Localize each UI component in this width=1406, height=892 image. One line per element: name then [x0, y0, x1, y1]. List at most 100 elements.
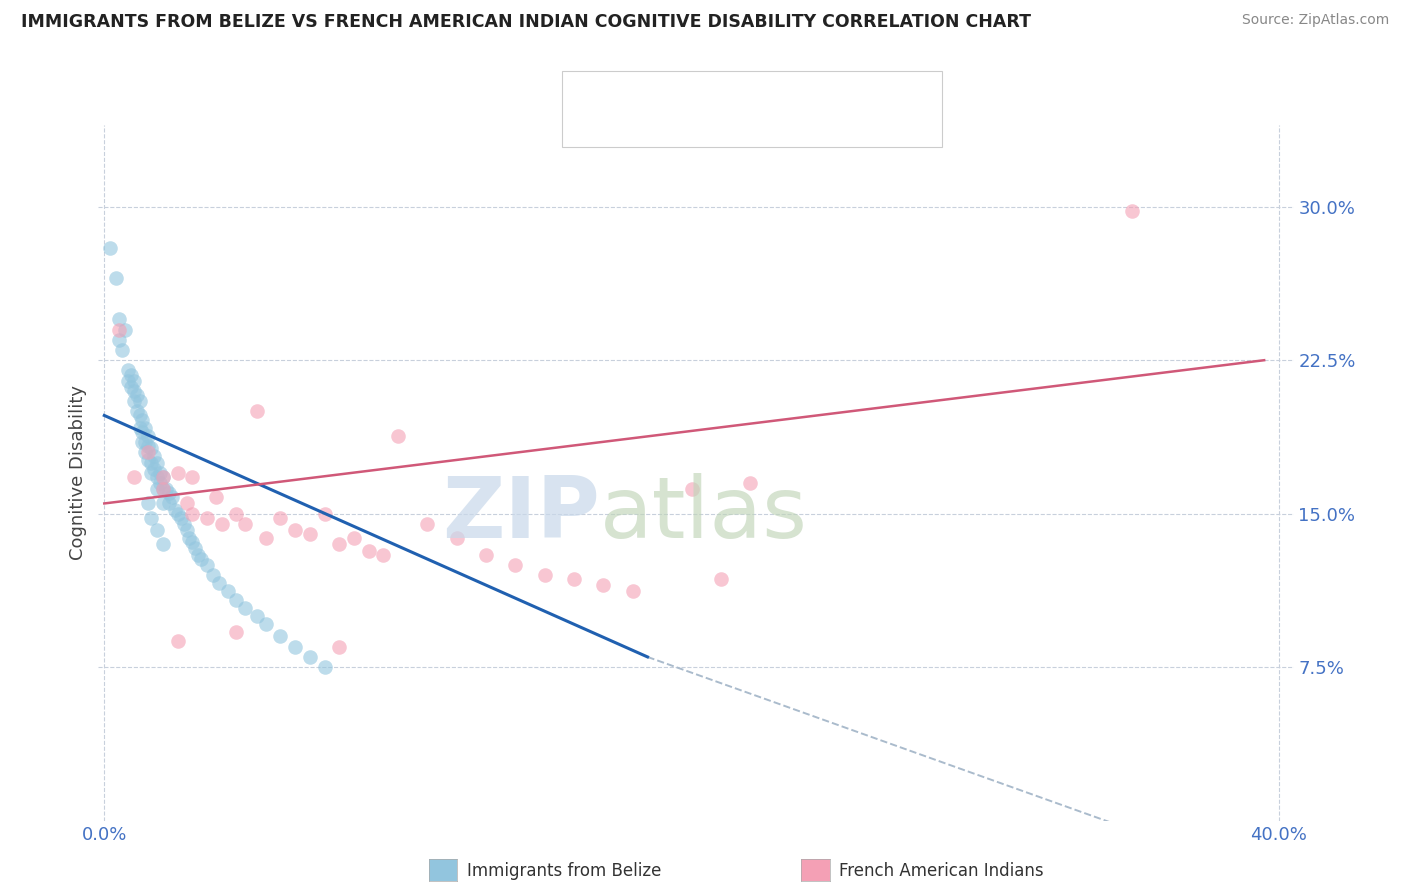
Point [143, 450, 166, 464]
Point [149, 475, 172, 490]
Point [357, 543, 380, 558]
Point [181, 535, 204, 549]
Text: 0.265: 0.265 [657, 119, 720, 136]
Text: -0.425: -0.425 [657, 87, 721, 105]
Text: N =: N = [727, 87, 779, 105]
Point [176, 496, 198, 510]
Point [195, 510, 218, 524]
Point [246, 404, 269, 418]
Point [592, 578, 614, 592]
Text: R =: R = [614, 87, 654, 105]
Point [284, 640, 307, 654]
Point [122, 384, 145, 398]
Point [163, 502, 186, 516]
Point [120, 380, 142, 394]
Point [184, 541, 207, 556]
Point [117, 363, 139, 377]
Point [134, 435, 156, 450]
Point [166, 633, 188, 648]
Point [328, 640, 350, 654]
Point [269, 630, 291, 644]
Point [416, 516, 439, 531]
Point [740, 475, 762, 490]
Text: N =: N = [727, 119, 779, 136]
Point [160, 491, 183, 505]
Point [533, 568, 555, 582]
Point [108, 312, 131, 326]
Point [314, 660, 336, 674]
Point [108, 322, 131, 336]
Point [446, 531, 468, 545]
Point [217, 584, 239, 599]
Point [233, 516, 256, 531]
Point [710, 572, 733, 586]
Point [157, 486, 180, 500]
Point [138, 496, 160, 510]
Point [225, 625, 247, 640]
Point [284, 523, 307, 537]
Point [246, 609, 269, 624]
Point [131, 435, 153, 450]
Point [128, 421, 150, 435]
Point [211, 516, 233, 531]
Point [146, 470, 169, 484]
Point [138, 445, 160, 459]
Point [141, 466, 163, 480]
Point [134, 445, 156, 459]
Text: ZIP: ZIP [443, 473, 600, 556]
Point [205, 491, 228, 505]
Text: atlas: atlas [600, 473, 808, 556]
Point [152, 482, 174, 496]
Point [298, 527, 321, 541]
Point [114, 322, 136, 336]
Text: Immigrants from Belize: Immigrants from Belize [467, 862, 661, 880]
Point [125, 388, 148, 402]
Point [125, 404, 148, 418]
Point [134, 421, 156, 435]
Point [181, 470, 204, 484]
Point [166, 507, 188, 521]
Point [176, 523, 198, 537]
Point [387, 429, 409, 443]
Point [314, 507, 336, 521]
Point [152, 470, 174, 484]
Point [187, 548, 209, 562]
Point [141, 441, 163, 455]
Point [152, 470, 174, 484]
Point [173, 516, 195, 531]
Point [201, 568, 224, 582]
Point [169, 510, 191, 524]
Point [621, 584, 644, 599]
Point [343, 531, 366, 545]
Point [122, 470, 145, 484]
Point [105, 271, 128, 285]
Text: Source: ZipAtlas.com: Source: ZipAtlas.com [1241, 13, 1389, 28]
Point [120, 368, 142, 382]
Text: IMMIGRANTS FROM BELIZE VS FRENCH AMERICAN INDIAN COGNITIVE DISABILITY CORRELATIO: IMMIGRANTS FROM BELIZE VS FRENCH AMERICA… [21, 13, 1031, 31]
Point [146, 523, 169, 537]
Point [562, 572, 585, 586]
Point [254, 531, 277, 545]
Point [146, 456, 169, 470]
Point [152, 482, 174, 496]
Point [190, 551, 212, 566]
Text: 70: 70 [773, 87, 799, 105]
Point [225, 592, 247, 607]
Point [138, 453, 160, 467]
Point [149, 466, 172, 480]
Point [141, 510, 163, 524]
Text: 40: 40 [773, 119, 799, 136]
Y-axis label: Cognitive Disability: Cognitive Disability [69, 385, 87, 560]
Point [195, 558, 218, 572]
Point [122, 394, 145, 409]
Point [233, 600, 256, 615]
Point [141, 456, 163, 470]
Point [108, 333, 131, 347]
Point [157, 496, 180, 510]
Point [681, 482, 703, 496]
Point [373, 548, 395, 562]
Point [138, 429, 160, 443]
Point [146, 482, 169, 496]
Point [1121, 203, 1143, 218]
Point [131, 412, 153, 426]
